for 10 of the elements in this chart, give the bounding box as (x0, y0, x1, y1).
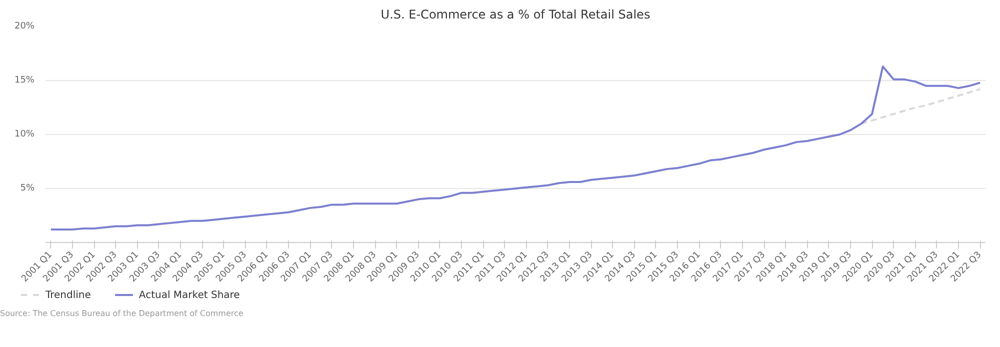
chart-title: U.S. E-Commerce as a % of Total Retail Sales (380, 8, 650, 22)
y-tick-label: 10% (14, 130, 35, 140)
legend-item: Actual Market Share (114, 290, 240, 301)
legend-item: Trendline (21, 290, 91, 301)
y-tick-label: 20% (14, 22, 35, 32)
legend-label: Actual Market Share (138, 290, 240, 301)
source-note: Source: The Census Bureau of the Department of Commerce (0, 309, 244, 318)
legend-label: Trendline (45, 290, 91, 301)
y-tick-label: 5% (20, 184, 35, 194)
y-tick-label: 15% (14, 76, 35, 86)
